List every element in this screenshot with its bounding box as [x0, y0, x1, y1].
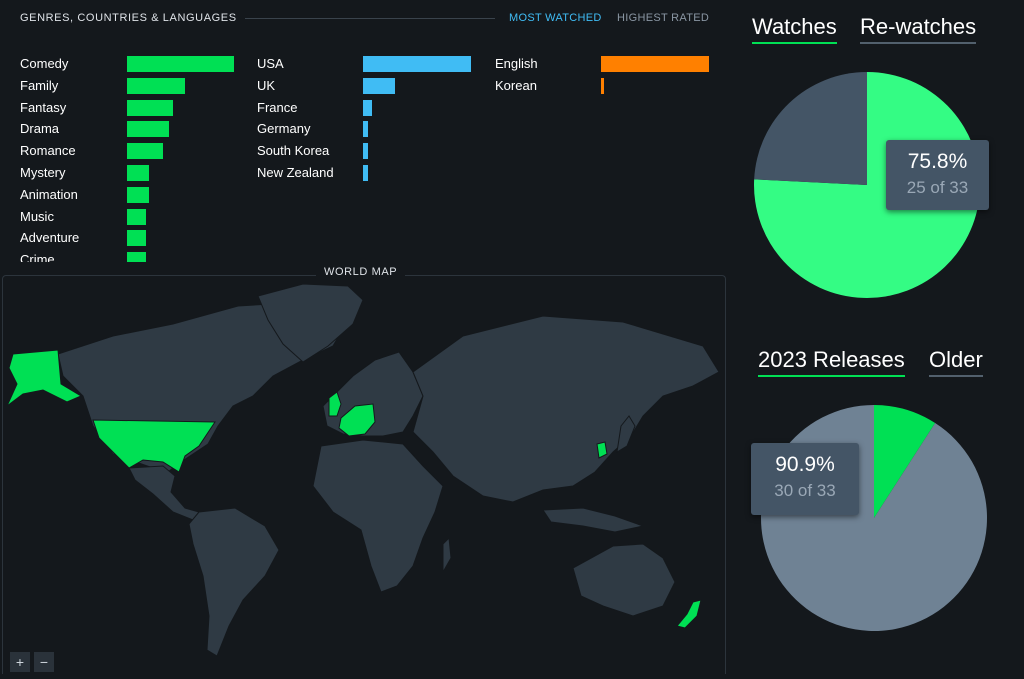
releases-count: 30 of 33	[774, 481, 836, 500]
releases-secondary-slice[interactable]	[761, 405, 987, 631]
genre-bar[interactable]	[127, 121, 169, 138]
map-africa	[312, 439, 444, 593]
genre-label[interactable]: Adventure	[20, 230, 80, 246]
country-bar[interactable]	[363, 56, 471, 72]
genre-bar[interactable]	[127, 56, 234, 72]
map-uk	[328, 391, 342, 417]
genre-bar[interactable]	[127, 143, 163, 160]
watches-count: 25 of 33	[906, 178, 969, 197]
header-divider	[245, 18, 495, 19]
watches-tooltip: 75.8% 25 of 33	[886, 140, 989, 210]
world-map[interactable]	[3, 276, 725, 674]
country-bar[interactable]	[363, 143, 369, 160]
tab-2023-releases[interactable]: 2023 Releases	[758, 347, 905, 377]
genre-label[interactable]: Fantasy	[20, 99, 67, 115]
map-asia	[412, 315, 720, 503]
country-label[interactable]: Germany	[257, 121, 311, 137]
section-title: GENRES, COUNTRIES & LANGUAGES	[20, 12, 237, 24]
country-bar[interactable]	[363, 99, 372, 116]
genre-bar[interactable]	[127, 77, 186, 94]
tab-rewatches[interactable]: Re-watches	[860, 14, 977, 44]
world-map-panel[interactable]	[2, 275, 726, 674]
genre-list: Comedy Family Fantasy Drama Romance Mystery An…	[0, 0, 240, 262]
map-usa	[92, 419, 216, 473]
world-map-title: WORLD MAP	[316, 266, 406, 278]
genre-bar[interactable]	[127, 208, 147, 225]
genre-bar[interactable]	[127, 165, 150, 181]
genre-bar[interactable]	[127, 99, 173, 116]
country-label[interactable]: France	[257, 99, 298, 115]
tab-most-watched[interactable]: MOST WATCHED	[509, 12, 602, 24]
map-indonesia	[542, 507, 645, 533]
releases-pie-chart	[761, 405, 987, 631]
map-new-zealand	[676, 599, 702, 629]
country-label[interactable]: New Zealand	[257, 165, 334, 180]
watches-percent: 75.8%	[907, 150, 968, 173]
genre-bar[interactable]	[127, 230, 147, 247]
map-australia	[572, 543, 676, 617]
map-south-america	[188, 507, 280, 657]
map-japan	[616, 415, 636, 453]
map-france-germany	[338, 403, 376, 437]
map-south-korea	[596, 441, 608, 459]
language-bar[interactable]	[601, 56, 709, 72]
map-alaska	[6, 349, 83, 407]
map-madagascar	[442, 536, 452, 574]
genre-bar[interactable]	[127, 252, 147, 262]
genre-label[interactable]: Romance	[20, 143, 76, 159]
zoom-in-button[interactable]: +	[10, 652, 30, 672]
tab-older[interactable]: Older	[929, 347, 983, 377]
country-bar[interactable]	[363, 121, 369, 138]
map-greenland	[257, 283, 364, 363]
country-bar[interactable]	[363, 77, 396, 94]
releases-percent: 90.9%	[775, 453, 835, 476]
language-bar[interactable]	[601, 77, 605, 94]
tab-highest-rated[interactable]: HIGHEST RATED	[617, 12, 710, 24]
language-label[interactable]: English	[495, 56, 538, 71]
genre-label[interactable]: Family	[20, 77, 59, 93]
country-bar[interactable]	[363, 165, 369, 181]
genre-label[interactable]: Comedy	[20, 56, 69, 71]
language-label[interactable]: Korean	[495, 77, 537, 93]
country-label[interactable]: USA	[257, 56, 284, 71]
tab-watches[interactable]: Watches	[752, 14, 837, 44]
genre-label[interactable]: Music	[20, 208, 54, 224]
releases-tooltip: 90.9% 30 of 33	[751, 443, 859, 515]
genre-label[interactable]: Animation	[20, 186, 78, 202]
watches-pie-chart	[754, 72, 980, 299]
watches-secondary-slice[interactable]	[754, 72, 867, 185]
country-label[interactable]: UK	[257, 77, 276, 93]
genre-label[interactable]: Mystery	[20, 165, 66, 180]
watches-primary-slice[interactable]	[754, 72, 980, 299]
country-label[interactable]: South Korea	[257, 143, 330, 159]
genre-bar[interactable]	[127, 186, 150, 203]
genre-label[interactable]: Drama	[20, 121, 60, 137]
zoom-out-button[interactable]: −	[34, 652, 54, 672]
map-central-america	[128, 465, 200, 521]
genre-label[interactable]: Crime	[20, 252, 55, 262]
releases-primary-slice[interactable]	[874, 405, 936, 518]
